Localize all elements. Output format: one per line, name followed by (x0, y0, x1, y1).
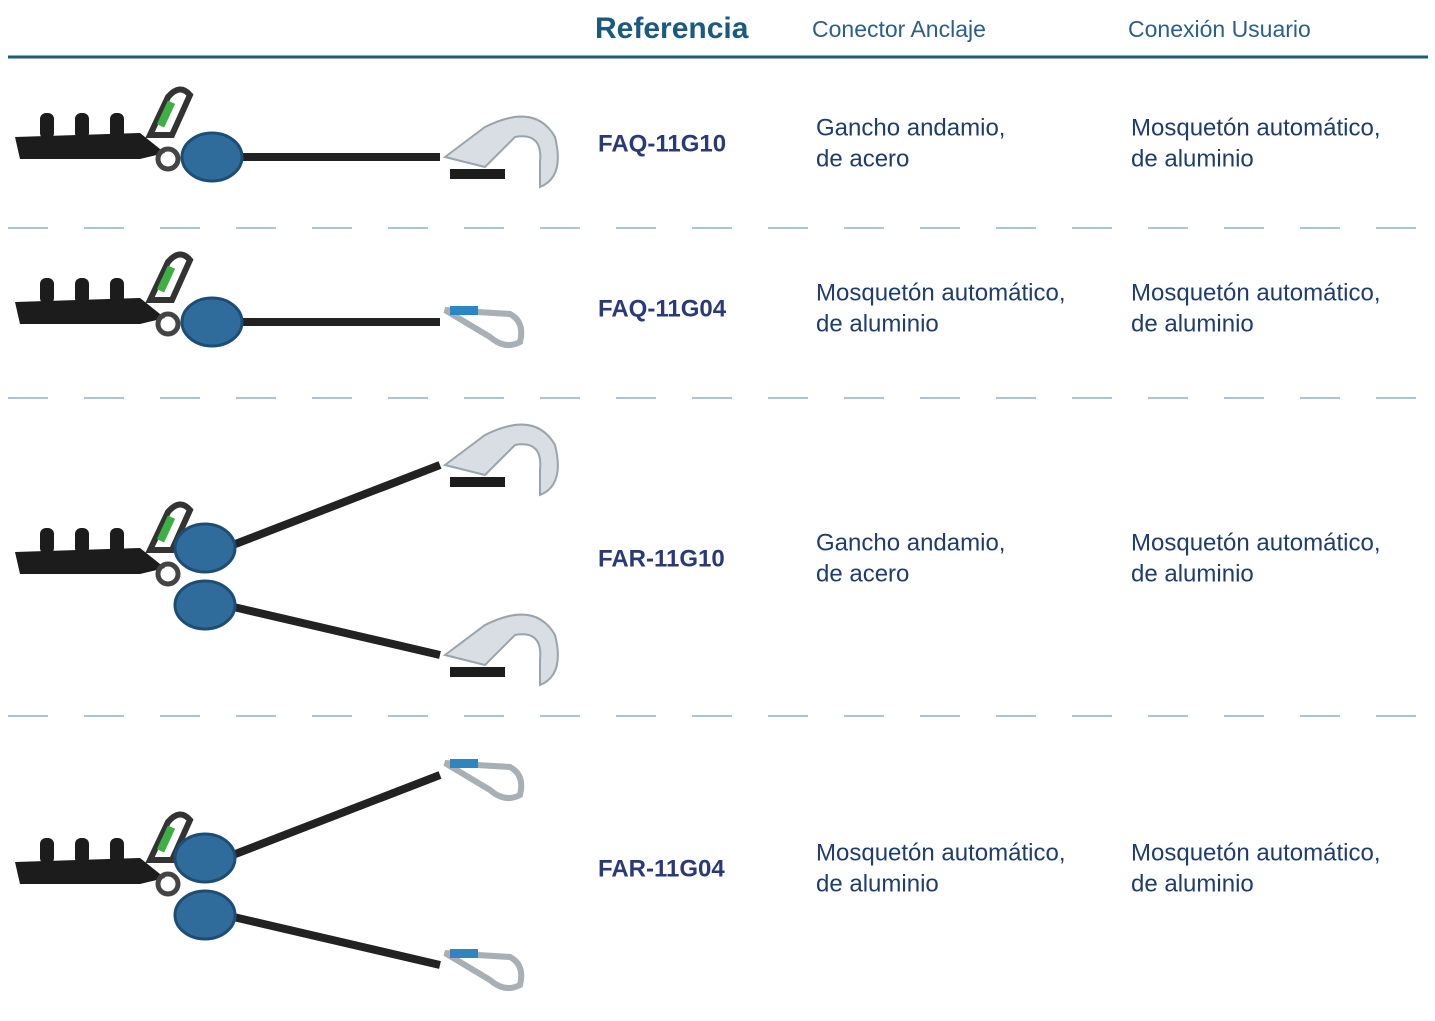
reference: FAR-11G04 (598, 855, 725, 882)
gate (156, 515, 176, 543)
row: FAQ-11G10 Gancho andamio, Mosquetón automá… (15, 86, 1380, 189)
absorber (173, 522, 237, 574)
absorber (173, 832, 237, 884)
loop (40, 113, 54, 139)
loop (110, 278, 124, 304)
strap (223, 461, 442, 552)
loop (75, 113, 89, 139)
strap (224, 601, 441, 659)
loop (75, 838, 89, 864)
carabiner (145, 251, 194, 303)
loop (110, 528, 124, 554)
absorber (173, 579, 237, 631)
ring (155, 311, 181, 337)
loop (40, 528, 54, 554)
handle (15, 133, 165, 159)
carabiner-gate (450, 759, 478, 768)
reference: FAQ-11G10 (598, 130, 726, 157)
user-line: de aluminio (1131, 310, 1254, 337)
reference: FAR-11G10 (598, 545, 725, 572)
handle (15, 858, 165, 884)
anchor-line: Mosquetón automático, (816, 839, 1065, 866)
row: FAR-11G04 Mosquetón automático, Mosquetón … (15, 759, 1380, 992)
anchor-line: de aluminio (816, 310, 939, 337)
hook-lever (450, 477, 505, 487)
absorber (180, 296, 244, 348)
carabiner-end (443, 950, 525, 992)
hook (442, 115, 559, 189)
loop (75, 278, 89, 304)
carabiner (145, 811, 194, 863)
user-line: Mosquetón automático, (1131, 529, 1380, 556)
carabiner (145, 86, 194, 138)
carabiner (145, 501, 194, 553)
user-line: Mosquetón automático, (1131, 279, 1380, 306)
anchor-line: Gancho andamio, (816, 114, 1005, 141)
header-user: Conexión Usuario (1128, 16, 1311, 42)
user-line: Mosquetón automático, (1131, 839, 1380, 866)
ring (155, 146, 181, 172)
carabiner-gate (450, 306, 478, 315)
user-line: Mosquetón automático, (1131, 114, 1380, 141)
handle (15, 548, 165, 574)
loop (110, 113, 124, 139)
row: FAR-11G10 Gancho andamio, Mosquetón automá… (15, 423, 1380, 687)
carabiner-end (443, 307, 525, 349)
user-line: de aluminio (1131, 870, 1254, 897)
gate (156, 100, 176, 128)
gate (156, 265, 176, 293)
absorber (173, 889, 237, 941)
anchor-line: de acero (816, 560, 909, 587)
loop (40, 278, 54, 304)
loop (40, 838, 54, 864)
handle (15, 298, 165, 324)
anchor-line: de acero (816, 145, 909, 172)
hook (442, 613, 559, 687)
ring (155, 561, 181, 587)
carabiner-gate (450, 949, 478, 958)
row: FAQ-11G04 Mosquetón automático, Mosquetón … (15, 251, 1380, 349)
strap (223, 771, 442, 862)
ring (155, 871, 181, 897)
reference: FAQ-11G04 (598, 295, 727, 322)
carabiner-end (443, 760, 525, 802)
anchor-line: Gancho andamio, (816, 529, 1005, 556)
strap (224, 911, 441, 969)
gate (156, 825, 176, 853)
user-line: de aluminio (1131, 145, 1254, 172)
anchor-line: Mosquetón automático, (816, 279, 1065, 306)
hook-lever (450, 169, 505, 179)
header-anchor: Conector Anclaje (812, 16, 986, 42)
hook (442, 423, 559, 497)
user-line: de aluminio (1131, 560, 1254, 587)
loop (110, 838, 124, 864)
header-reference: Referencia (595, 12, 749, 45)
hook-lever (450, 667, 505, 677)
loop (75, 528, 89, 554)
anchor-line: de aluminio (816, 870, 939, 897)
absorber (180, 131, 244, 183)
